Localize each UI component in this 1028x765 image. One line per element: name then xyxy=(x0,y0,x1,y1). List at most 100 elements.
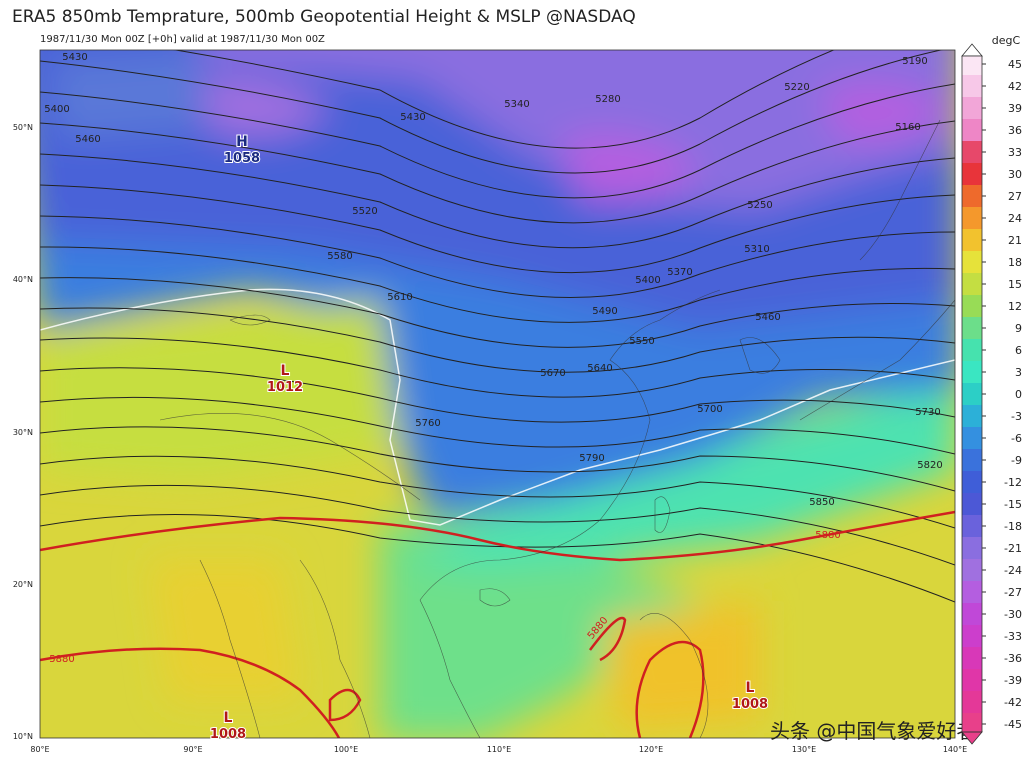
colorbar-segment xyxy=(962,603,982,625)
contour-label: 5670 xyxy=(540,368,565,379)
colorbar-segment xyxy=(962,449,982,471)
contour-line xyxy=(40,153,955,249)
colorbar-tick-label: 18 xyxy=(1008,256,1022,269)
colorbar-tick-label: -30 xyxy=(1004,608,1022,621)
contour-line xyxy=(40,367,955,423)
contour-line xyxy=(40,120,955,224)
colorbar-tick-label: 3 xyxy=(1015,366,1022,379)
colorbar-tick-label: 15 xyxy=(1008,278,1022,291)
contour-line xyxy=(172,50,835,149)
pressure-center-type: L xyxy=(281,363,290,379)
colorbar-tick-label: 24 xyxy=(1008,212,1022,225)
contour-label: 5520 xyxy=(352,206,377,217)
contour-label: 5820 xyxy=(917,460,942,471)
colorbar-segment xyxy=(962,625,982,647)
colorbar-segment xyxy=(962,229,982,251)
colorbar-tick-label: 39 xyxy=(1008,102,1022,115)
colorbar-segment xyxy=(962,75,982,97)
colorbar-segment xyxy=(962,493,982,515)
lat-label: 10°N xyxy=(13,732,33,741)
watermark: 头条 @中国气象爱好者 xyxy=(770,719,976,743)
lon-label: 130°E xyxy=(792,745,816,754)
contour-label: 5880 xyxy=(49,654,74,665)
title: ERA5 850mb Temprature, 500mb Geopotentia… xyxy=(12,7,636,27)
colorbar-segment xyxy=(962,273,982,295)
colorbar-segment xyxy=(962,163,982,185)
contour-line xyxy=(40,426,955,492)
contour-label: 5430 xyxy=(400,112,425,123)
pressure-center-value: 1008 xyxy=(732,697,768,712)
colorbar-segment xyxy=(962,119,982,141)
lon-label: 80°E xyxy=(30,745,49,754)
colorbar-segment xyxy=(962,251,982,273)
contour-label: 5400 xyxy=(44,104,69,115)
colorbar-tick-label: 36 xyxy=(1008,124,1022,137)
contour-label: 5310 xyxy=(744,244,769,255)
map-field xyxy=(40,50,955,738)
lat-label: 20°N xyxy=(13,580,33,589)
colorbar-tick-label: 12 xyxy=(1008,300,1022,313)
colorbar-tick-label: 9 xyxy=(1015,322,1022,335)
colorbar-segment xyxy=(962,185,982,207)
colorbar-segment xyxy=(962,295,982,317)
contour-label: 5250 xyxy=(747,200,772,211)
colorbar-segment xyxy=(962,537,982,559)
colorbar-segment xyxy=(962,713,982,732)
colorbar-segment xyxy=(962,559,982,581)
colorbar-segment xyxy=(962,141,982,163)
contour-line xyxy=(40,246,955,323)
colorbar-tick-label: -27 xyxy=(1004,586,1022,599)
colorbar-segment xyxy=(962,339,982,361)
colorbar-tick-label: 21 xyxy=(1008,234,1022,247)
colorbar-tick-label: -36 xyxy=(1004,652,1022,665)
contour-line xyxy=(40,396,955,455)
lat-label: 30°N xyxy=(13,428,33,437)
contour-label: 5640 xyxy=(587,363,612,374)
contour-label: 5280 xyxy=(595,94,620,105)
contour-label: 5430 xyxy=(62,52,87,63)
colorbar-segment xyxy=(962,207,982,229)
colorbar-tick-label: -15 xyxy=(1004,498,1022,511)
colorbar-tick-label: -3 xyxy=(1011,410,1022,423)
contour-label: 5850 xyxy=(809,497,834,508)
contour-label: 5220 xyxy=(784,82,809,93)
lon-label: 120°E xyxy=(639,745,663,754)
contour-label: 5760 xyxy=(415,418,440,429)
lon-label: 140°E xyxy=(943,745,967,754)
contour-line xyxy=(40,50,944,174)
lon-label: 100°E xyxy=(334,745,358,754)
colorbar-tick-label: -12 xyxy=(1004,476,1022,489)
coastlines xyxy=(159,119,955,738)
contour-label: 5190 xyxy=(902,56,927,67)
contour-label: 5460 xyxy=(75,134,100,145)
colorbar-segment xyxy=(962,361,982,383)
colorbar-segment xyxy=(962,669,982,691)
contour-line xyxy=(40,277,955,348)
contour-label: 5490 xyxy=(592,306,617,317)
colorbar-segment xyxy=(962,97,982,119)
colorbar-segment xyxy=(962,317,982,339)
contour-line xyxy=(40,513,955,603)
colorbar-tick-label: -24 xyxy=(1004,564,1022,577)
contour-label: 5370 xyxy=(667,267,692,278)
colorbar-tick-label: -18 xyxy=(1004,520,1022,533)
pressure-center-value: 1008 xyxy=(210,727,246,742)
pressure-center-type: H xyxy=(236,134,248,150)
contour-label: 5460 xyxy=(755,312,780,323)
colorbar-tick-label: 33 xyxy=(1008,146,1022,159)
colorbar-segment xyxy=(962,383,982,405)
contour-label: 5730 xyxy=(915,407,940,418)
colorbar-tick-label: 6 xyxy=(1015,344,1022,357)
contour-label: 5160 xyxy=(895,122,920,133)
contour-line xyxy=(40,455,955,529)
map-frame xyxy=(39,49,956,739)
colorbar-segment xyxy=(962,471,982,493)
colorbar-segment xyxy=(962,581,982,603)
contour-line xyxy=(40,215,955,298)
colorbar-arrow xyxy=(961,43,983,57)
colorbar-segment xyxy=(962,427,982,449)
contour-line xyxy=(40,307,955,373)
colorbar-segment xyxy=(962,405,982,427)
colorbar-tick-label: -39 xyxy=(1004,674,1022,687)
